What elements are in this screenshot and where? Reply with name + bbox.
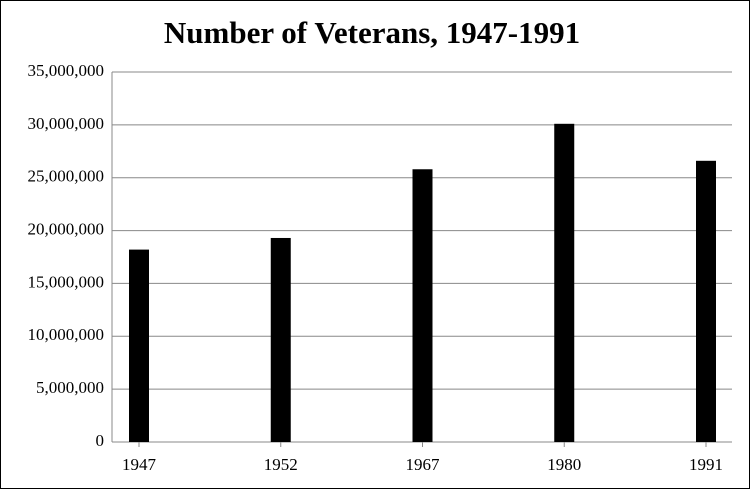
x-tick-label: 1980 bbox=[547, 455, 581, 474]
y-tick-label: 10,000,000 bbox=[28, 325, 105, 344]
x-tick-label: 1947 bbox=[122, 455, 157, 474]
x-tick-label: 1952 bbox=[264, 455, 298, 474]
y-tick-label: 0 bbox=[96, 431, 105, 450]
bar bbox=[554, 123, 575, 443]
y-tick-label: 15,000,000 bbox=[28, 272, 105, 291]
x-tick-label: 1991 bbox=[689, 455, 723, 474]
chart-title: Number of Veterans, 1947-1991 bbox=[164, 15, 580, 50]
bar bbox=[270, 237, 291, 442]
x-tick-label: 1967 bbox=[406, 455, 441, 474]
y-tick-label: 20,000,000 bbox=[28, 219, 105, 238]
y-tick-label: 30,000,000 bbox=[28, 114, 105, 133]
bar bbox=[129, 249, 149, 442]
bar bbox=[696, 160, 716, 443]
y-tick-label: 25,000,000 bbox=[28, 167, 105, 186]
y-tick-label: 5,000,000 bbox=[36, 378, 104, 397]
bar bbox=[412, 169, 433, 442]
y-tick-label: 35,000,000 bbox=[28, 61, 105, 80]
